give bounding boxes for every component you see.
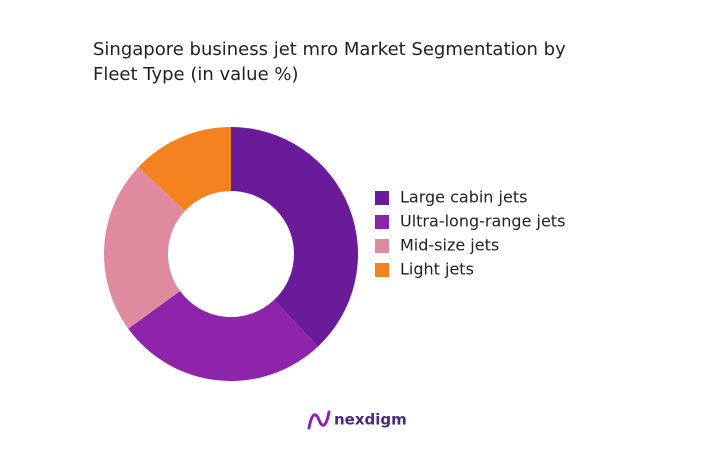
chart-title: Singapore business jet mro Market Segmen… xyxy=(93,39,566,85)
legend-swatch xyxy=(375,263,389,277)
donut-slice xyxy=(128,291,318,381)
donut-slice xyxy=(138,127,231,211)
legend-swatch xyxy=(375,239,389,253)
donut-slice xyxy=(231,127,358,347)
brand-logo: nexdigm xyxy=(307,410,407,430)
legend-label: Large cabin jets xyxy=(400,188,527,207)
brand-name: nexdigm xyxy=(334,411,407,429)
legend-swatch xyxy=(375,215,389,229)
legend-label: Light jets xyxy=(400,260,474,279)
legend-label: Ultra-long-range jets xyxy=(400,212,565,231)
legend-label: Mid-size jets xyxy=(400,236,499,255)
donut-slice xyxy=(103,167,186,329)
legend-swatch xyxy=(375,191,389,205)
logo-icon xyxy=(307,410,331,430)
